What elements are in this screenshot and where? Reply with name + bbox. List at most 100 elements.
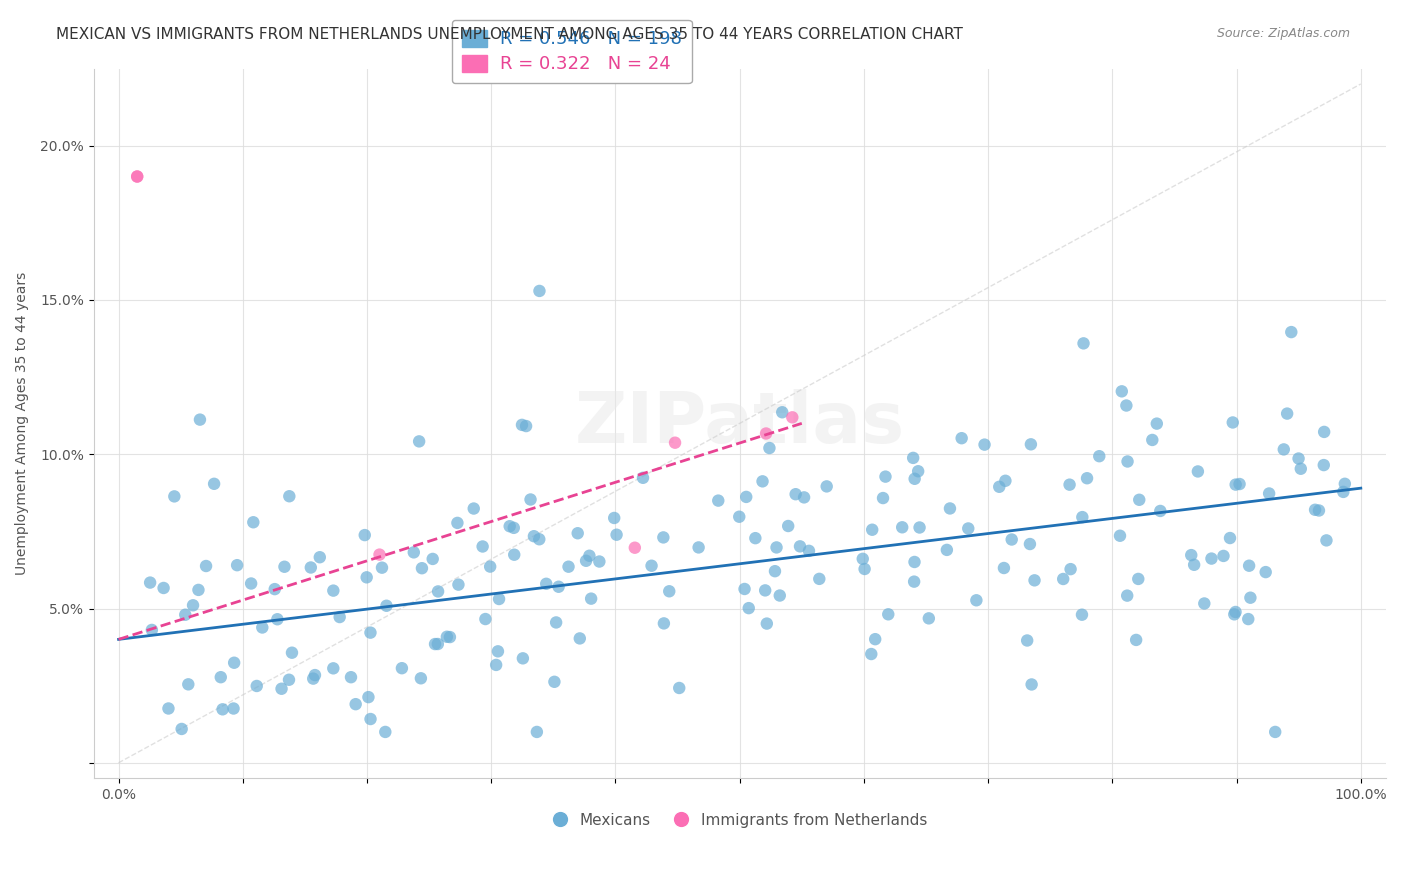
Mexicans [785,487,807,501]
Mexicans [486,644,509,658]
Mexicans [765,541,787,555]
Mexicans [547,580,569,594]
Mexicans [908,520,931,534]
Mexicans [935,542,957,557]
Mexicans [479,559,502,574]
Mexicans [872,491,894,505]
Mexicans [523,529,546,543]
Mexicans [391,661,413,675]
Mexicans [1128,492,1150,507]
Mexicans [1313,458,1336,472]
Y-axis label: Unemployment Among Ages 35 to 44 years: Unemployment Among Ages 35 to 44 years [15,272,30,575]
Mexicans [242,515,264,529]
Immigrants from Netherlands [127,169,149,184]
Mexicans [266,612,288,626]
Mexicans [141,623,163,637]
Mexicans [1212,549,1234,563]
Mexicans [519,492,541,507]
Mexicans [222,701,245,715]
Mexicans [371,560,394,574]
Mexicans [973,437,995,451]
Mexicans [240,576,263,591]
Mexicans [606,527,628,541]
Mexicans [891,520,914,534]
Mexicans [278,489,301,503]
Mexicans [499,519,522,533]
Mexicans [1289,462,1312,476]
Mexicans [252,620,274,634]
Mexicans [139,575,162,590]
Mexicans [1225,477,1247,491]
Mexicans [668,681,690,695]
Mexicans [224,656,246,670]
Mexicans [557,559,579,574]
Mexicans [1288,451,1310,466]
Mexicans [1111,384,1133,399]
Mexicans [374,725,396,739]
Mexicans [1194,597,1216,611]
Mexicans [1017,633,1039,648]
Mexicans [446,516,468,530]
Mexicans [567,526,589,541]
Mexicans [1125,632,1147,647]
Mexicans [631,471,654,485]
Text: MEXICAN VS IMMIGRANTS FROM NETHERLANDS UNEMPLOYMENT AMONG AGES 35 TO 44 YEARS CO: MEXICAN VS IMMIGRANTS FROM NETHERLANDS U… [56,27,963,42]
Mexicans [901,450,924,465]
Mexicans [1088,449,1111,463]
Mexicans [503,548,526,562]
Mexicans [209,670,232,684]
Mexicans [1052,572,1074,586]
Mexicans [152,581,174,595]
Mexicans [770,405,793,419]
Mexicans [1128,572,1150,586]
Mexicans [1021,677,1043,691]
Mexicans [360,712,382,726]
Mexicans [195,559,218,574]
Mexicans [304,668,326,682]
Text: Source: ZipAtlas.com: Source: ZipAtlas.com [1216,27,1350,40]
Mexicans [439,630,461,644]
Mexicans [965,593,987,607]
Mexicans [575,554,598,568]
Mexicans [1024,574,1046,588]
Mexicans [510,417,533,432]
Mexicans [1258,486,1281,500]
Mexicans [1182,558,1205,572]
Mexicans [993,561,1015,575]
Mexicans [529,284,551,298]
Mexicans [1071,510,1094,524]
Mexicans [860,523,883,537]
Mexicans [299,560,322,574]
Mexicans [1264,725,1286,739]
Mexicans [789,539,811,553]
Mexicans [735,490,758,504]
Mexicans [436,630,458,644]
Mexicans [1222,416,1244,430]
Mexicans [1313,425,1336,439]
Immigrants from Netherlands [755,426,778,441]
Mexicans [1239,591,1261,605]
Mexicans [1142,433,1164,447]
Mexicans [1223,607,1246,622]
Mexicans [302,672,325,686]
Mexicans [1219,531,1241,545]
Mexicans [755,616,778,631]
Mexicans [808,572,831,586]
Mexicans [1279,325,1302,339]
Mexicans [1115,399,1137,413]
Mexicans [426,637,449,651]
Mexicans [652,616,675,631]
Mexicans [174,607,197,622]
Mexicans [422,552,444,566]
Mexicans [863,632,886,647]
Mexicans [754,583,776,598]
Mexicans [1187,465,1209,479]
Mexicans [578,549,600,563]
Immigrants from Netherlands [782,410,804,425]
Mexicans [526,725,548,739]
Mexicans [409,671,432,685]
Mexicans [994,474,1017,488]
Mexicans [502,521,524,535]
Mexicans [408,434,430,449]
Legend: Mexicans, Immigrants from Netherlands: Mexicans, Immigrants from Netherlands [546,807,934,834]
